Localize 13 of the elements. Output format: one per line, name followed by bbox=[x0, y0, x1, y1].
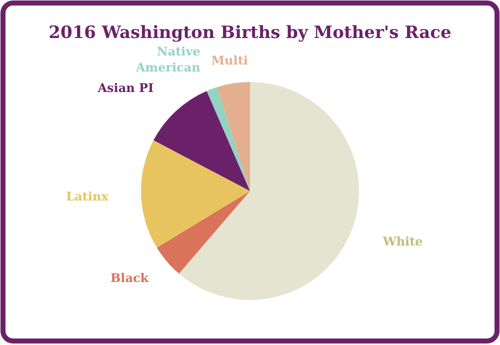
pie-slice bbox=[154, 90, 250, 191]
slice-label: Black bbox=[110, 271, 150, 286]
slice-label: White bbox=[382, 234, 424, 248]
pie-slice bbox=[178, 82, 359, 300]
chart-title: 2016 Washington Births by Mother's Race bbox=[48, 23, 452, 43]
pie-slice bbox=[141, 140, 250, 248]
pie-slice bbox=[156, 191, 250, 274]
pie-slice bbox=[206, 87, 250, 191]
slice-label: Asian PI bbox=[96, 81, 154, 96]
slice-label: Latinx bbox=[66, 189, 110, 204]
slice-label: Multi bbox=[211, 54, 248, 68]
pie-slice bbox=[216, 82, 250, 191]
slice-label: Native American bbox=[134, 44, 201, 74]
